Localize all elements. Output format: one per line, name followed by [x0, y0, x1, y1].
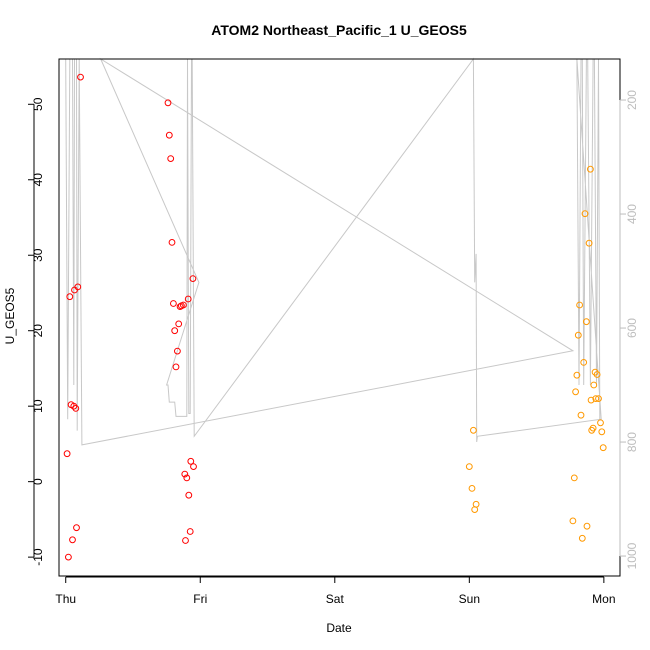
data-point-1-17	[585, 239, 593, 247]
data-point-0-13	[167, 155, 175, 163]
data-point-1-13	[580, 359, 588, 366]
data-point-1-16	[583, 522, 591, 530]
data-point-1-29	[599, 444, 607, 452]
right-tick-label-2: 600	[625, 318, 639, 338]
data-point-0-1	[65, 553, 72, 561]
data-point-0-17	[172, 363, 180, 371]
data-point-0-19	[175, 320, 183, 328]
data-point-1-5	[569, 517, 577, 525]
data-point-1-4	[472, 500, 480, 508]
data-point-0-27	[185, 491, 193, 499]
data-point-1-1	[468, 485, 476, 492]
data-point-1-26	[595, 395, 602, 403]
data-point-1-10	[576, 301, 583, 309]
series-line-2	[65, 57, 602, 446]
data-point-1-24	[592, 395, 600, 403]
right-tick-label-0: 200	[625, 90, 639, 110]
data-point-1-21	[589, 424, 597, 432]
data-point-0-8	[73, 524, 80, 532]
y-tick-label-3: 20	[31, 324, 45, 338]
data-point-0-20	[176, 303, 184, 311]
plot-layer: -10 0 10 20 30 40 50 Thu Fri Sat Sun Mon 200 400 600 80…	[28, 57, 639, 606]
y-tick-label-6: 50	[31, 97, 45, 111]
data-point-0-25	[183, 474, 191, 482]
chart-title: ATOM2 Northeast_Pacific_1 U_GEOS5	[211, 22, 467, 38]
data-point-1-0	[465, 463, 473, 471]
data-point-0-2	[66, 293, 74, 301]
data-point-1-28	[598, 428, 606, 436]
data-point-1-2	[470, 426, 477, 434]
data-point-1-22	[590, 381, 598, 389]
right-tick-label-4: 1000	[625, 542, 639, 569]
data-point-0-28	[186, 528, 194, 535]
data-point-1-12	[578, 534, 586, 542]
data-point-1-25	[593, 371, 601, 378]
data-point-0-9	[74, 283, 82, 291]
data-point-1-11	[577, 411, 585, 419]
right-tick-label-1: 400	[625, 204, 639, 224]
x-tick-label-1: Fri	[193, 592, 207, 606]
y-tick-label-2: 10	[31, 399, 45, 413]
data-point-0-22	[180, 301, 187, 309]
data-point-0-10	[77, 73, 84, 81]
x-tick-label-2: Sat	[326, 592, 345, 606]
data-point-0-7	[72, 405, 80, 412]
data-point-1-9	[574, 331, 582, 339]
data-point-0-29	[187, 457, 195, 465]
x-axis-title: Date	[326, 621, 352, 635]
right-tick-label-3: 800	[625, 432, 639, 452]
data-point-0-11	[164, 99, 172, 107]
data-point-0-23	[181, 470, 189, 478]
data-point-1-27	[597, 419, 604, 427]
data-point-0-31	[190, 463, 197, 471]
data-point-0-4	[69, 536, 76, 544]
data-point-1-7	[572, 388, 579, 396]
data-point-0-18	[174, 347, 181, 355]
data-point-1-19	[587, 396, 595, 404]
data-point-0-12	[165, 131, 173, 139]
x-tick-label-0: Thu	[55, 592, 76, 606]
x-tick-label-4: Mon	[592, 592, 615, 606]
data-point-1-15	[583, 318, 590, 326]
data-point-1-14	[581, 210, 589, 218]
data-point-0-15	[170, 300, 177, 307]
data-point-0-30	[189, 275, 197, 283]
y-axis-title: U_GEOS5	[3, 287, 17, 344]
data-point-0-14	[168, 239, 176, 246]
x-tick-label-3: Sun	[459, 592, 480, 606]
plot-frame	[58, 58, 621, 577]
y-tick-label-5: 40	[31, 173, 45, 187]
data-point-1-8	[573, 371, 581, 379]
y-tick-label-1: 0	[31, 478, 45, 485]
data-point-0-0	[63, 450, 71, 458]
data-point-0-16	[171, 327, 179, 335]
data-point-0-26	[184, 295, 192, 303]
y-tick-label-0: -10	[31, 548, 45, 566]
data-point-0-24	[182, 537, 189, 544]
data-point-1-6	[570, 474, 578, 482]
data-point-0-5	[70, 402, 78, 410]
data-point-1-18	[587, 165, 594, 173]
y-tick-label-4: 30	[31, 248, 45, 262]
